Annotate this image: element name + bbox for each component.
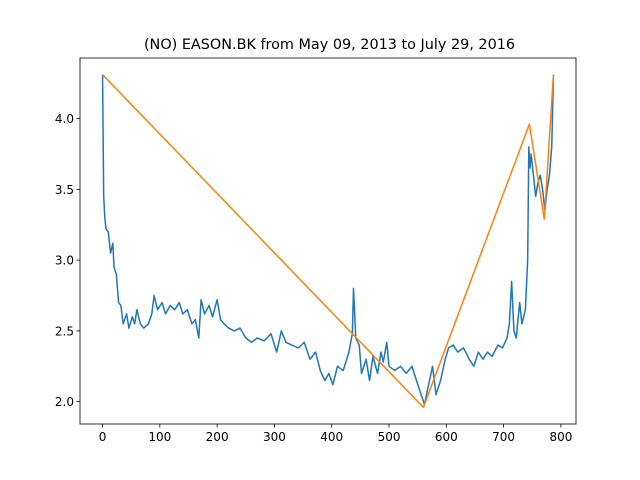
line-series [102,74,555,409]
chart-title: (NO) EASON.BK from May 09, 2013 to July … [144,37,515,53]
x-tick-label: 600 [435,430,458,444]
x-tick-label: 0 [99,430,107,444]
x-tick-label: 500 [378,430,401,444]
x-tick-label: 700 [492,430,515,444]
plot-frame [79,57,577,425]
y-tick-label: 3.0 [55,254,74,268]
x-tick-label: 400 [320,430,343,444]
x-tick-label: 800 [549,430,572,444]
x-tick-label: 100 [148,430,171,444]
line-series [101,74,555,406]
y-tick-label: 3.5 [55,183,74,197]
y-tick-label: 4.0 [55,112,74,126]
x-tick-label: 300 [263,430,286,444]
y-tick-label: 2.5 [55,324,74,338]
y-tick-label: 2.0 [55,395,74,409]
x-tick-label: 200 [206,430,229,444]
